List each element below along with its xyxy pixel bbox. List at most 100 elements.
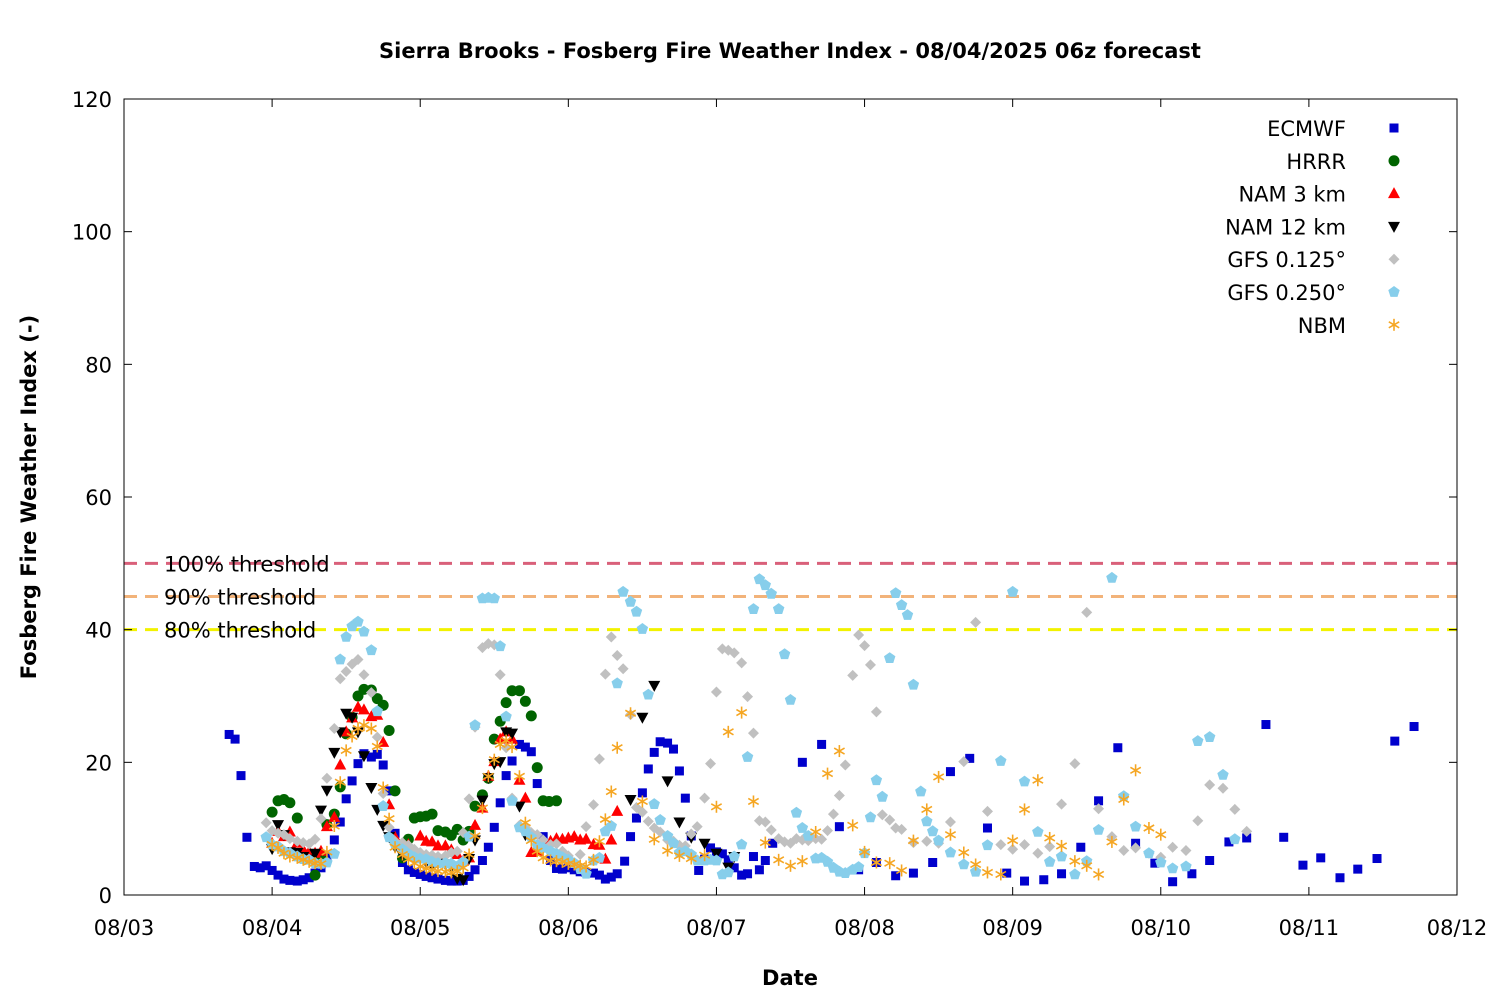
point-marker — [933, 770, 945, 783]
point-marker — [1192, 735, 1204, 746]
point-marker — [648, 798, 660, 809]
point-marker — [513, 685, 525, 697]
point-marker — [853, 629, 865, 641]
point-marker — [358, 669, 370, 681]
point-marker — [1390, 736, 1400, 746]
point-marker — [1388, 253, 1400, 265]
asterisk-stroke — [525, 836, 537, 845]
asterisk-stroke — [593, 837, 606, 845]
point-marker — [891, 871, 901, 881]
point-marker — [958, 858, 970, 870]
threshold-label: 100% threshold — [164, 552, 330, 576]
point-marker — [532, 779, 542, 789]
point-marker — [340, 708, 353, 720]
point-marker — [1039, 875, 1049, 885]
asterisk-stroke — [315, 860, 327, 868]
point-marker — [884, 857, 896, 870]
point-marker — [260, 831, 272, 843]
point-marker — [328, 723, 340, 735]
y-tick-label: 60 — [85, 486, 112, 510]
point-marker — [346, 730, 358, 743]
point-marker — [469, 818, 482, 830]
point-marker — [759, 579, 771, 591]
point-marker — [1092, 824, 1105, 835]
point-marker — [617, 585, 629, 597]
point-marker — [371, 731, 383, 743]
point-marker — [520, 742, 530, 752]
point-marker — [334, 758, 347, 770]
point-marker — [612, 869, 622, 879]
point-marker — [285, 875, 295, 885]
point-marker — [329, 835, 339, 845]
point-marker — [357, 703, 370, 715]
point-marker — [587, 853, 600, 866]
point-marker — [594, 870, 604, 880]
point-marker — [414, 829, 427, 841]
asterisk-stroke — [513, 772, 526, 780]
asterisk-stroke — [1044, 834, 1056, 842]
asterisk-stroke — [685, 854, 697, 863]
point-marker — [611, 650, 623, 662]
point-marker — [611, 741, 623, 754]
point-marker — [321, 772, 333, 784]
point-marker — [852, 861, 865, 872]
asterisk-stroke — [858, 848, 871, 856]
asterisk-stroke — [284, 852, 296, 861]
legend-label: HRRR — [1286, 150, 1346, 174]
point-marker — [821, 767, 834, 780]
point-marker — [519, 791, 532, 803]
point-marker — [834, 822, 844, 832]
point-marker — [371, 740, 383, 753]
point-marker — [383, 812, 395, 825]
point-marker — [599, 668, 611, 680]
point-marker — [668, 744, 678, 754]
point-marker — [736, 706, 748, 719]
point-marker — [1388, 286, 1400, 297]
point-marker — [743, 869, 753, 879]
asterisk-stroke — [870, 858, 883, 867]
point-marker — [772, 603, 785, 614]
asterisk-stroke — [624, 709, 637, 717]
point-marker — [519, 695, 531, 707]
series-nbm — [266, 706, 1167, 881]
point-marker — [1032, 847, 1044, 859]
chart-title: Sierra Brooks - Fosberg Fire Weather Ind… — [379, 39, 1201, 63]
asterisk-stroke — [451, 867, 463, 875]
asterisk-stroke — [722, 728, 734, 736]
asterisk-stroke — [958, 848, 970, 857]
point-marker — [358, 719, 370, 732]
x-tick-label: 08/08 — [834, 916, 895, 940]
point-marker — [315, 813, 327, 825]
point-marker — [631, 813, 641, 823]
point-marker — [907, 678, 920, 690]
point-marker — [1018, 803, 1031, 816]
point-marker — [654, 814, 666, 825]
point-marker — [674, 766, 684, 776]
point-marker — [833, 790, 845, 801]
point-marker — [580, 832, 593, 844]
point-marker — [309, 869, 321, 881]
asterisk-stroke — [506, 743, 518, 751]
point-marker — [531, 845, 543, 858]
point-marker — [1224, 837, 1234, 847]
threshold-lines: 100% threshold 90% threshold 80% threshold — [124, 552, 1457, 643]
point-marker — [1044, 831, 1056, 844]
point-marker — [378, 760, 388, 770]
point-marker — [292, 876, 302, 886]
point-marker — [1388, 221, 1400, 233]
point-marker — [372, 749, 382, 759]
x-tick-label: 08/06 — [538, 916, 599, 940]
point-marker — [710, 686, 722, 698]
point-marker — [365, 722, 377, 735]
legend-label: GFS 0.250° — [1227, 281, 1346, 305]
point-marker — [1298, 860, 1308, 870]
point-marker — [1129, 820, 1142, 832]
point-marker — [494, 757, 507, 769]
point-marker — [284, 797, 296, 809]
asterisk-stroke — [661, 846, 674, 855]
point-marker — [1069, 868, 1081, 880]
point-marker — [483, 842, 493, 852]
point-marker — [279, 874, 289, 884]
x-tick-label: 08/12 — [1427, 916, 1488, 940]
asterisk-stroke — [488, 755, 500, 764]
